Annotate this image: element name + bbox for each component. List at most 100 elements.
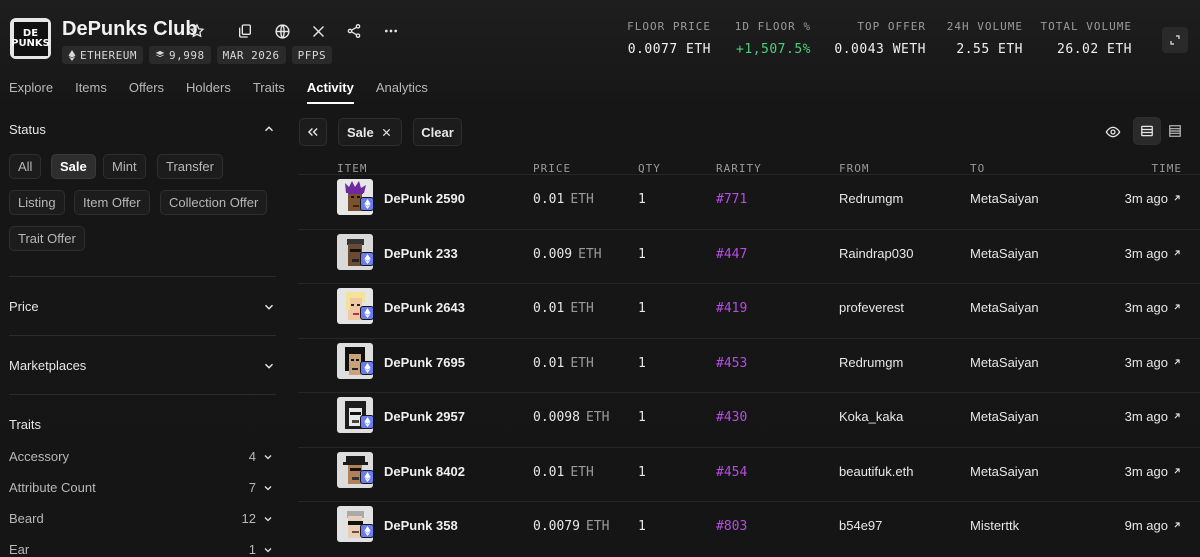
x-logo-icon[interactable] xyxy=(307,20,329,42)
to-cell[interactable]: MetaSaiyan xyxy=(970,245,1039,261)
trait-count: 4 xyxy=(248,449,256,464)
status-filter-sale[interactable]: Sale xyxy=(51,154,96,179)
from-cell[interactable]: Koka_kaka xyxy=(839,409,904,424)
clear-filters-button[interactable]: Clear xyxy=(413,118,462,146)
to-cell[interactable]: MetaSaiyan xyxy=(970,354,1039,370)
chain-chip[interactable]: ETHEREUM xyxy=(62,46,143,64)
status-filter-trait-offer[interactable]: Trait Offer xyxy=(9,226,85,251)
traits-section-title: Traits xyxy=(9,417,42,432)
trait-name: Beard xyxy=(9,511,44,526)
table-row[interactable]: DePunk 2643 0.01 ETH 1 #419 profeverest MetaSa… xyxy=(298,283,1200,337)
close-icon[interactable] xyxy=(381,127,392,138)
star-icon[interactable] xyxy=(186,20,208,42)
item-name[interactable]: DePunk 233 xyxy=(384,245,458,261)
more-icon[interactable] xyxy=(380,20,402,42)
price-section-title[interactable]: Price xyxy=(9,299,39,314)
table-row[interactable]: DePunk 358 0.0079 ETH 1 #803 b54e97 Misterttk 9… xyxy=(298,501,1200,555)
divider xyxy=(9,276,276,277)
time-cell[interactable]: 3m ago xyxy=(1125,300,1182,315)
ethereum-icon xyxy=(360,197,374,211)
time-value: 3m ago xyxy=(1124,354,1168,370)
from-cell[interactable]: Redrumgm xyxy=(839,191,904,206)
time-cell[interactable]: 9m ago xyxy=(1125,518,1182,533)
item-name[interactable]: DePunk 8402 xyxy=(384,463,465,479)
supply-chip[interactable]: 9,998 xyxy=(148,46,211,64)
external-link-icon xyxy=(1172,409,1182,424)
from-cell[interactable]: b54e97 xyxy=(839,518,883,533)
expand-button[interactable] xyxy=(1162,27,1188,53)
to-cell[interactable]: MetaSaiyan xyxy=(970,409,1039,424)
globe-icon[interactable] xyxy=(271,20,293,42)
price-cell: 0.01 ETH xyxy=(533,301,594,316)
price-value: 0.009 xyxy=(533,246,573,262)
status-filter-collection-offer[interactable]: Collection Offer xyxy=(160,190,268,215)
status-filter-mint[interactable]: Mint xyxy=(103,154,146,179)
trait-name: Ear xyxy=(9,542,30,557)
from-cell[interactable]: profeverest xyxy=(839,300,905,315)
to-cell[interactable]: MetaSaiyan xyxy=(970,463,1039,479)
tab-holders[interactable]: Holders xyxy=(186,80,231,95)
marketplaces-section-title[interactable]: Marketplaces xyxy=(9,358,87,373)
to-cell[interactable]: MetaSaiyan xyxy=(970,191,1039,206)
trait-item-attribute-count[interactable]: Attribute Count 7 xyxy=(9,480,276,500)
price-value: 0.01 xyxy=(533,301,565,316)
trait-item-ear[interactable]: Ear 1 xyxy=(9,542,276,557)
tab-offers[interactable]: Offers xyxy=(128,80,165,95)
trait-item-accessory[interactable]: Accessory 4 xyxy=(9,449,276,469)
status-filter-item-offer[interactable]: Item Offer xyxy=(74,190,150,215)
tab-activity[interactable]: Activity xyxy=(306,80,354,104)
from-cell[interactable]: Raindrap030 xyxy=(839,245,914,261)
chevron-down-icon xyxy=(264,486,272,491)
table-row[interactable]: DePunk 8402 0.01 ETH 1 #454 beautifuk.eth Meta… xyxy=(298,446,1200,501)
stat-floor-change: 1D FLOOR % +1,507.5% xyxy=(735,20,811,57)
from-cell[interactable]: Redrumgm xyxy=(839,354,904,370)
eye-icon[interactable] xyxy=(1105,124,1123,140)
item-name[interactable]: DePunk 358 xyxy=(384,518,458,533)
time-cell[interactable]: 3m ago xyxy=(1125,464,1182,479)
collection-chips: ETHEREUM 9,998 MAR 2026 PFPS xyxy=(62,46,333,64)
tab-items[interactable]: Items xyxy=(75,80,107,95)
table-row[interactable]: DePunk 2957 0.0098 ETH 1 #430 Koka_kaka MetaSa… xyxy=(298,392,1200,446)
item-name[interactable]: DePunk 2590 xyxy=(384,191,465,206)
chevron-down-icon[interactable] xyxy=(262,300,276,314)
trait-item-beard[interactable]: Beard 12 xyxy=(9,511,276,531)
copy-icon[interactable] xyxy=(234,20,256,42)
status-filter-transfer[interactable]: Transfer xyxy=(157,154,223,179)
time-cell[interactable]: 3m ago xyxy=(1125,355,1182,370)
category-chip[interactable]: PFPS xyxy=(291,46,333,64)
time-cell[interactable]: 3m ago xyxy=(1125,409,1182,424)
table-row[interactable]: DePunk 233 0.009 ETH 1 #447 Raindrap030 MetaSa… xyxy=(298,228,1200,283)
date-label: MAR 2026 xyxy=(222,48,280,62)
status-filter-listing[interactable]: Listing xyxy=(9,190,65,215)
activity-panel: Sale Clear ITEM PRICE QTY RARITY FROM TO… xyxy=(298,112,1200,557)
stat-value: 2.55 ETH xyxy=(956,42,1023,57)
tab-analytics[interactable]: Analytics xyxy=(375,80,428,95)
logo-text-line2: PUNKS xyxy=(11,37,50,49)
item-name[interactable]: DePunk 7695 xyxy=(384,354,465,370)
time-cell[interactable]: 3m ago xyxy=(1125,246,1182,261)
table-row[interactable]: DePunk 7695 0.01 ETH 1 #453 Redrumgm MetaSaiya… xyxy=(298,337,1200,392)
stat-value: 0.0077 ETH xyxy=(627,42,711,57)
to-cell[interactable]: Misterttk xyxy=(970,518,1020,533)
expand-icon xyxy=(1170,35,1180,45)
rarity-cell: #430 xyxy=(716,410,748,425)
chevron-down-icon[interactable] xyxy=(262,359,276,373)
collapse-sidebar-button[interactable] xyxy=(299,118,327,146)
table-view-button[interactable] xyxy=(1133,117,1161,145)
to-cell[interactable]: MetaSaiyan xyxy=(970,300,1039,315)
item-name[interactable]: DePunk 2643 xyxy=(384,300,465,315)
active-filter-chip[interactable]: Sale xyxy=(338,118,402,146)
tab-traits[interactable]: Traits xyxy=(252,80,285,95)
status-filter-all[interactable]: All xyxy=(9,154,42,179)
table-row[interactable]: DePunk 2590 0.01 ETH 1 #771 Redrumgm MetaSaiya… xyxy=(298,174,1200,228)
chevron-up-icon[interactable] xyxy=(262,122,276,136)
from-cell[interactable]: beautifuk.eth xyxy=(839,463,914,479)
tab-explore[interactable]: Explore xyxy=(9,80,54,95)
time-cell[interactable]: 3m ago xyxy=(1125,191,1182,206)
item-name[interactable]: DePunk 2957 xyxy=(384,409,465,424)
share-icon[interactable] xyxy=(343,20,365,42)
time-value: 3m ago xyxy=(1124,409,1168,424)
list-view-icon[interactable] xyxy=(1168,124,1184,140)
time-value: 3m ago xyxy=(1124,191,1168,206)
